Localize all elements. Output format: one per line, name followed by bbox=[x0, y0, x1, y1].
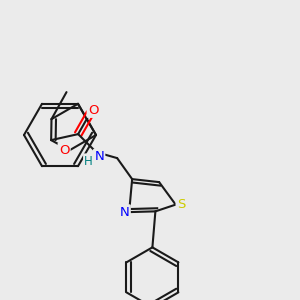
Text: O: O bbox=[88, 103, 98, 117]
Text: H: H bbox=[84, 154, 93, 168]
Text: S: S bbox=[177, 198, 185, 211]
Text: N: N bbox=[120, 206, 130, 219]
Text: O: O bbox=[59, 144, 69, 157]
Text: N: N bbox=[94, 150, 104, 163]
